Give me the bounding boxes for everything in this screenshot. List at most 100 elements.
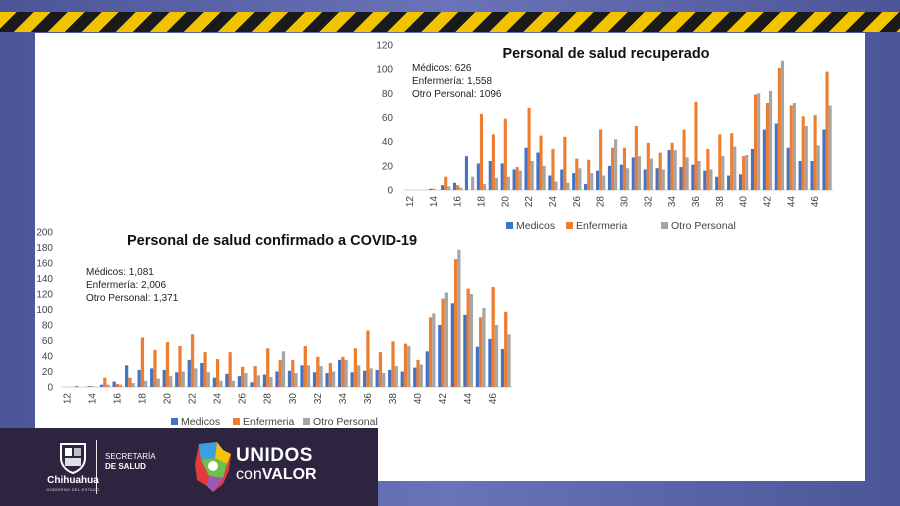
bottom-bar-otro-personal bbox=[281, 351, 286, 387]
top-bar-enfermeria bbox=[479, 113, 484, 190]
bottom-xtick-label: 46 bbox=[488, 393, 499, 405]
top-ytick-label: 60 bbox=[382, 113, 394, 124]
bottom-bar-enfermeria bbox=[353, 348, 358, 387]
top-bar-medicos bbox=[631, 157, 635, 190]
top-title: Personal de salud recuperado bbox=[502, 46, 709, 62]
top-bar-medicos bbox=[667, 150, 671, 190]
bottom-bar-medicos bbox=[350, 372, 354, 387]
bottom-bar-otro-personal bbox=[494, 325, 499, 387]
bottom-bar-enfermeria bbox=[203, 352, 207, 387]
top-bar-otro-personal bbox=[447, 186, 451, 190]
bottom-bar-medicos bbox=[99, 384, 104, 387]
bottom-annotation: Médicos: 1,081 bbox=[86, 267, 154, 278]
top-bar-enfermeria bbox=[527, 107, 531, 190]
state-name: Chihuahua bbox=[47, 475, 99, 486]
unidos-text: UNIDOS bbox=[236, 445, 313, 466]
top-bar-medicos bbox=[595, 170, 600, 190]
top-bar-otro-personal bbox=[721, 156, 725, 190]
bottom-bar-medicos bbox=[237, 376, 242, 387]
bottom-legend-label: Medicos bbox=[181, 416, 220, 428]
bottom-xtick-label: 26 bbox=[238, 393, 249, 405]
top-ytick-label: 20 bbox=[382, 161, 394, 172]
top-bar-otro-personal bbox=[626, 168, 630, 190]
bottom-bar-medicos bbox=[187, 359, 191, 387]
bottom-bar-otro-personal bbox=[294, 373, 298, 387]
bottom-bar-medicos bbox=[137, 369, 141, 387]
top-bar-medicos bbox=[798, 161, 802, 190]
con-text: con bbox=[236, 466, 262, 483]
bottom-bar-medicos bbox=[300, 365, 304, 387]
bottom-bar-medicos bbox=[262, 374, 267, 387]
top-bar-medicos bbox=[774, 123, 778, 190]
caution-stripe bbox=[0, 12, 900, 32]
salud-label: DE SALUD bbox=[105, 462, 146, 471]
top-xtick-label: 38 bbox=[715, 196, 726, 208]
content-panel bbox=[35, 33, 865, 481]
top-bar-otro-personal bbox=[757, 93, 761, 190]
bottom-title: Personal de salud confirmado a COVID-19 bbox=[127, 233, 417, 249]
top-xtick-label: 26 bbox=[572, 196, 583, 208]
top-xtick-label: 36 bbox=[691, 196, 702, 208]
bottom-bar-otro-personal bbox=[269, 376, 273, 387]
bottom-xtick-label: 14 bbox=[87, 393, 98, 405]
bottom-bar-otro-personal bbox=[444, 292, 448, 387]
bottom-bar-enfermeria bbox=[378, 352, 383, 387]
footer-bar: Chihuahua GOBIERNO DEL ESTADO SECRETARÍA… bbox=[0, 428, 378, 506]
top-bar-enfermeria bbox=[456, 185, 460, 190]
top-bar-otro-personal bbox=[530, 161, 534, 190]
top-bar-otro-personal bbox=[661, 169, 665, 190]
bottom-bar-otro-personal bbox=[231, 380, 236, 387]
top-bar-otro-personal bbox=[459, 187, 463, 190]
top-bar-otro-personal bbox=[649, 158, 653, 190]
bottom-xtick-label: 20 bbox=[162, 393, 173, 405]
bottom-bar-enfermeria bbox=[441, 298, 445, 387]
top-bar-otro-personal bbox=[554, 181, 558, 190]
top-xtick-label: 20 bbox=[500, 196, 511, 208]
top-bar-enfermeria bbox=[777, 67, 781, 190]
top-legend-label: Otro Personal bbox=[671, 220, 736, 232]
bottom-bar-otro-personal bbox=[382, 373, 386, 387]
top-bar-enfermeria bbox=[503, 118, 507, 190]
chihuahua-logo: Chihuahua GOBIERNO DEL ESTADO bbox=[38, 442, 108, 494]
bottom-bar-otro-personal bbox=[469, 294, 474, 387]
bottom-bar-enfermeria bbox=[479, 317, 483, 387]
top-bar-otro-personal bbox=[780, 60, 785, 191]
top-bar-medicos bbox=[822, 129, 826, 190]
top-bar-enfermeria bbox=[610, 147, 615, 190]
top-xtick-label: 12 bbox=[405, 196, 416, 208]
bottom-bar-enfermeria bbox=[291, 359, 295, 387]
bottom-xtick-label: 32 bbox=[313, 393, 324, 405]
bottom-bar-otro-personal bbox=[244, 373, 248, 387]
bottom-ytick-label: 200 bbox=[36, 228, 53, 239]
top-bar-enfermeria bbox=[813, 115, 817, 190]
bottom-bar-medicos bbox=[162, 369, 166, 387]
top-bar-medicos bbox=[643, 169, 647, 190]
top-xtick-label: 46 bbox=[810, 196, 821, 208]
top-xtick-label: 44 bbox=[786, 196, 797, 208]
bottom-bar-medicos bbox=[375, 369, 379, 387]
bottom-bar-otro-personal bbox=[256, 375, 261, 387]
convalor-text: conVALOR bbox=[236, 466, 317, 484]
bottom-bar-otro-personal bbox=[194, 368, 198, 387]
top-bar-enfermeria bbox=[491, 134, 495, 190]
bottom-bar-enfermeria bbox=[128, 377, 132, 387]
top-bar-otro-personal bbox=[697, 161, 701, 190]
bottom-bar-enfermeria bbox=[140, 337, 145, 387]
top-bar-medicos bbox=[703, 170, 707, 190]
state-subtitle: GOBIERNO DEL ESTADO bbox=[46, 487, 100, 492]
footer-divider bbox=[96, 440, 97, 494]
top-bar-otro-personal bbox=[614, 139, 618, 190]
top-bar-otro-personal bbox=[578, 168, 582, 190]
bottom-bar-enfermeria bbox=[103, 377, 107, 387]
top-bar-medicos bbox=[750, 148, 754, 190]
bottom-xtick-label: 42 bbox=[438, 393, 449, 405]
bottom-ytick-label: 20 bbox=[42, 367, 54, 378]
bottom-xtick-label: 44 bbox=[463, 393, 474, 405]
top-bar-enfermeria bbox=[694, 101, 698, 190]
top-bar-enfermeria bbox=[718, 134, 722, 190]
bottom-bar-otro-personal bbox=[457, 249, 461, 387]
top-bar-enfermeria bbox=[551, 148, 555, 190]
bottom-xtick-label: 36 bbox=[363, 393, 374, 405]
top-bar-enfermeria bbox=[670, 142, 674, 190]
top-bar-otro-personal bbox=[745, 154, 749, 190]
